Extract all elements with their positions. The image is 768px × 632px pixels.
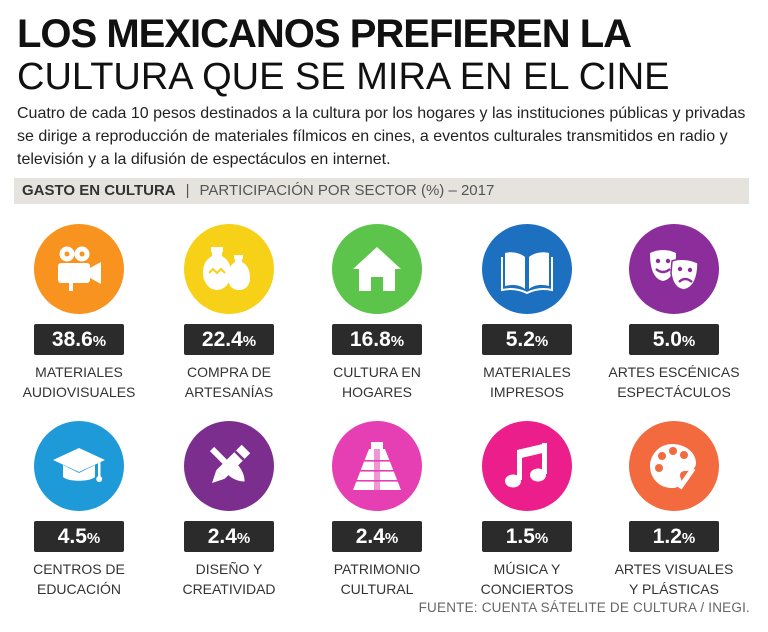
title-line-1: LOS MEXICANOS PREFIEREN LA [17,12,632,56]
percent-sign: % [384,530,399,547]
movie-camera-icon [58,246,101,291]
percent-sign: % [236,530,251,547]
theater-masks-icon [650,250,699,291]
value-number: 5.2 [505,328,535,351]
section-bar-text: GASTO EN CULTURA | PARTICIPACIÓN POR SECTO… [22,182,494,200]
graduation-cap-icon [53,448,105,482]
sector-circle [34,224,124,314]
section-label: GASTO EN CULTURA [22,182,176,199]
source-note: FUENTE: CUENTA SÁTELITE DE CULTURA / INE… [418,600,750,615]
sector-label-line1: COMPRA DE [186,364,271,380]
value-badge: 38.6% [34,324,124,355]
percent-sign: % [390,333,405,350]
percent-sign: % [86,530,101,547]
sector-label: MÚSICA Y CONCIERTOS [453,559,601,599]
house-icon [353,247,401,291]
sector-label: ARTES VISUALES Y PLÁSTICAS [600,559,748,599]
sector-label-line2: IMPRESOS [490,384,564,400]
sector-circle [184,224,274,314]
sector-circle [629,224,719,314]
sector-label: DISEÑO Y CREATIVIDAD [155,559,303,599]
value-number: 38.6 [51,328,93,351]
sector-label-line1: ARTES ESCÉNICAS [608,364,740,380]
open-book-icon [501,252,553,295]
percent-sign: % [92,333,107,350]
value-number: 16.8 [349,328,391,351]
value-number: 2.4 [355,525,385,548]
sector-label: MATERIALES AUDIOVISUALES [5,362,153,402]
pyramid-icon [353,442,401,490]
palette-icon [650,444,696,490]
sector-label: ARTES ESCÉNICAS ESPECTÁCULOS [600,362,748,402]
value-number: 2.4 [207,525,237,548]
sector-label-line2: CONCIERTOS [480,581,574,597]
sector-label: PATRIMONIO CULTURAL [303,559,451,599]
sector-circle [184,421,274,511]
sector-label-line1: CENTROS DE [33,561,125,577]
value-badge: 4.5% [34,521,124,552]
sector-label-line2: ESPECTÁCULOS [617,384,731,400]
value-number: 1.2 [652,525,682,548]
music-note-icon [505,443,547,488]
value-badge: 22.4% [184,324,274,355]
pencil-brush-icon [209,444,251,483]
value-badge: 1.5% [482,521,572,552]
sector-label-line2: Y PLÁSTICAS [628,581,719,597]
value-number: 1.5 [505,525,535,548]
sector-label-line2: AUDIOVISUALES [22,384,136,400]
sector-label: MATERIALES IMPRESOS [453,362,601,402]
sector-label: COMPRA DE ARTESANÍAS [155,362,303,402]
value-badge: 2.4% [332,521,422,552]
sector-circle [34,421,124,511]
lead-paragraph: Cuatro de cada 10 pesos destinados a la … [17,105,746,168]
percent-sign: % [681,333,696,350]
sector-label-line1: PATRIMONIO [333,561,421,577]
sector-label-line1: DISEÑO Y [195,561,263,577]
value-badge: 5.0% [629,324,719,355]
sector-label: CULTURA EN HOGARES [303,362,451,402]
value-number: 4.5 [57,525,87,548]
value-badge: 2.4% [184,521,274,552]
value-number: 22.4 [201,328,243,351]
sector-label-line1: MATERIALES [35,364,123,380]
sector-circle [332,224,422,314]
pottery-icon [203,247,250,290]
sector-label: CENTROS DE EDUCACIÓN [5,559,153,599]
sector-circle [482,224,572,314]
sector-label-line2: HOGARES [341,384,412,400]
value-badge: 1.2% [629,521,719,552]
sector-label-line1: MÚSICA Y [493,561,561,577]
section-separator: | [185,182,190,199]
section-bar: GASTO EN CULTURA | PARTICIPACIÓN POR SECTO… [14,178,749,204]
sector-label-line2: EDUCACIÓN [36,581,121,597]
percent-sign: % [534,530,549,547]
section-subtitle: PARTICIPACIÓN POR SECTOR (%) – 2017 [199,182,495,199]
value-badge: 5.2% [482,324,572,355]
sector-label-line1: ARTES VISUALES [614,561,734,577]
value-number: 5.0 [652,328,682,351]
value-badge: 16.8% [332,324,422,355]
percent-sign: % [681,530,696,547]
title-line-2: CULTURA QUE SE MIRA EN EL CINE [17,56,670,98]
sector-label-line2: ARTESANÍAS [184,384,274,400]
sector-label-line2: CREATIVIDAD [182,581,276,597]
sector-label-line1: CULTURA EN [333,364,421,380]
sector-label-line2: CULTURAL [340,581,414,597]
sector-circle [482,421,572,511]
percent-sign: % [242,333,257,350]
sector-circle [332,421,422,511]
percent-sign: % [534,333,549,350]
sector-label-line1: MATERIALES [483,364,571,380]
sector-circle [629,421,719,511]
